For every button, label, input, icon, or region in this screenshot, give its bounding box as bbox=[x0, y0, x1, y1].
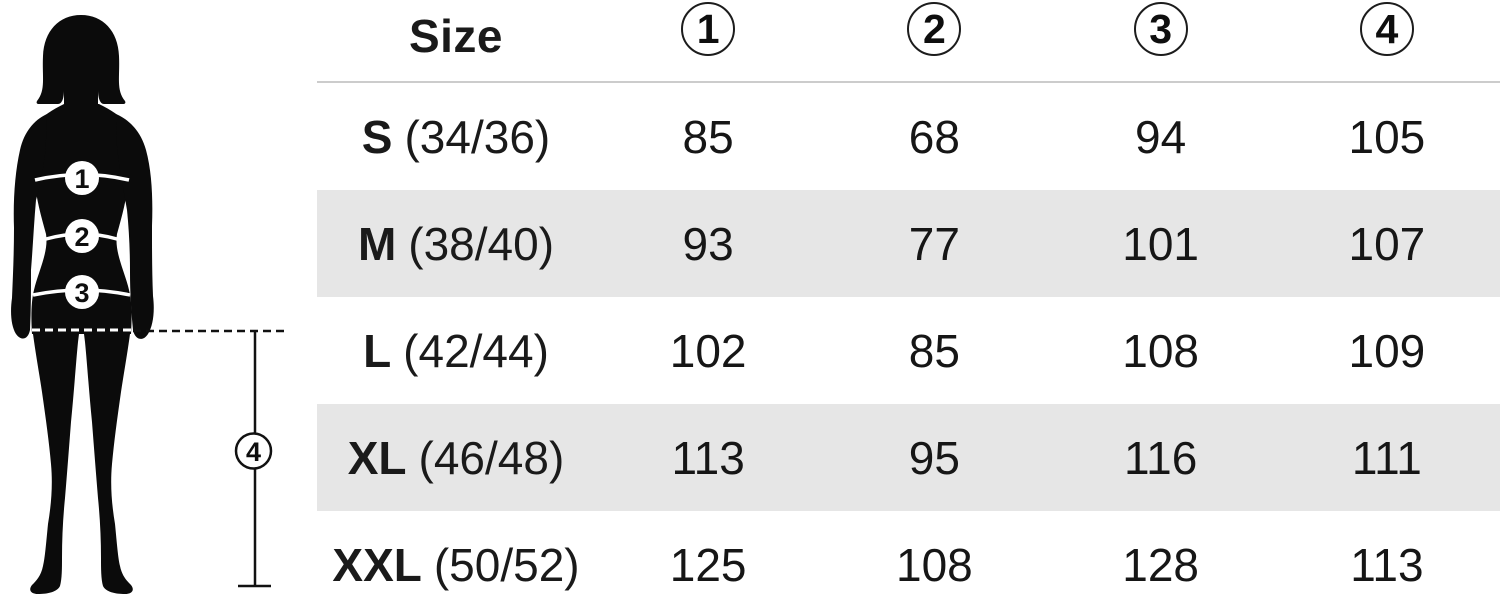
size-letter: XXL bbox=[332, 538, 422, 591]
size-range: (34/36) bbox=[404, 110, 551, 163]
size-column-header: Size bbox=[317, 0, 595, 83]
marker-3-label: 3 bbox=[74, 278, 89, 308]
table-row-l-label: L (42/44) bbox=[317, 297, 595, 404]
size-range: (42/44) bbox=[403, 324, 549, 377]
circled-2-icon: 2 bbox=[907, 2, 962, 56]
table-cell: 128 bbox=[1122, 538, 1199, 591]
measure-column-header-2: 2 bbox=[821, 0, 1048, 83]
table-cell: 94 bbox=[1135, 110, 1187, 163]
size-range: (50/52) bbox=[433, 538, 580, 591]
table-cell: 113 bbox=[1350, 538, 1424, 591]
circled-4-icon: 4 bbox=[1359, 2, 1414, 56]
table-cell: 116 bbox=[1047, 404, 1274, 511]
table-cell: 95 bbox=[821, 404, 1048, 511]
size-header-label: Size bbox=[408, 10, 504, 62]
table-row-s-label: S (34/36) bbox=[317, 83, 595, 190]
table-cell: 85 bbox=[682, 110, 734, 163]
measure-column-header-3: 3 bbox=[1047, 0, 1274, 83]
table-row-m-label: M (38/40) bbox=[317, 190, 595, 297]
size-letter: S bbox=[361, 110, 393, 163]
size-table: Size 1 2 3 4 S (34/36) 85 68 94 105 M (3… bbox=[317, 0, 1500, 598]
table-cell: 125 bbox=[669, 538, 747, 591]
table-cell: 108 bbox=[896, 538, 973, 591]
size-letter: XL bbox=[347, 431, 407, 484]
marker-bust: 1 bbox=[65, 161, 99, 195]
table-cell: 68 bbox=[908, 110, 960, 163]
table-cell: 107 bbox=[1273, 190, 1500, 297]
marker-1-label: 1 bbox=[74, 164, 89, 194]
measure-column-header-1: 1 bbox=[595, 0, 822, 83]
female-body-silhouette-icon: 1 2 3 4 bbox=[11, 15, 287, 594]
measurement-figure: 1 2 3 4 bbox=[0, 0, 310, 598]
size-range: (38/40) bbox=[408, 217, 555, 270]
marker-hip: 3 bbox=[65, 275, 99, 309]
table-row-xxl-label: XXL (50/52) bbox=[317, 511, 595, 598]
table-cell: 93 bbox=[595, 190, 822, 297]
table-cell: 101 bbox=[1047, 190, 1274, 297]
table-cell: 105 bbox=[1348, 110, 1426, 163]
marker-4-label: 4 bbox=[246, 437, 261, 467]
circled-1-icon: 1 bbox=[681, 2, 736, 56]
table-cell: 85 bbox=[908, 324, 960, 377]
table-cell: 77 bbox=[821, 190, 1048, 297]
marker-2-label: 2 bbox=[74, 222, 89, 252]
table-cell: 102 bbox=[669, 324, 747, 377]
size-letter: L bbox=[363, 324, 392, 377]
table-cell: 108 bbox=[1122, 324, 1199, 377]
table-cell: 113 bbox=[595, 404, 822, 511]
table-cell: 111 bbox=[1273, 404, 1500, 511]
table-row-xl-label: XL (46/48) bbox=[317, 404, 595, 511]
table-cell: 109 bbox=[1348, 324, 1426, 377]
circled-3-icon: 3 bbox=[1133, 2, 1188, 56]
size-range: (46/48) bbox=[418, 431, 565, 484]
marker-waist: 2 bbox=[65, 219, 99, 253]
size-letter: M bbox=[357, 217, 397, 270]
marker-length: 4 bbox=[234, 432, 273, 470]
measure-column-header-4: 4 bbox=[1273, 0, 1500, 83]
